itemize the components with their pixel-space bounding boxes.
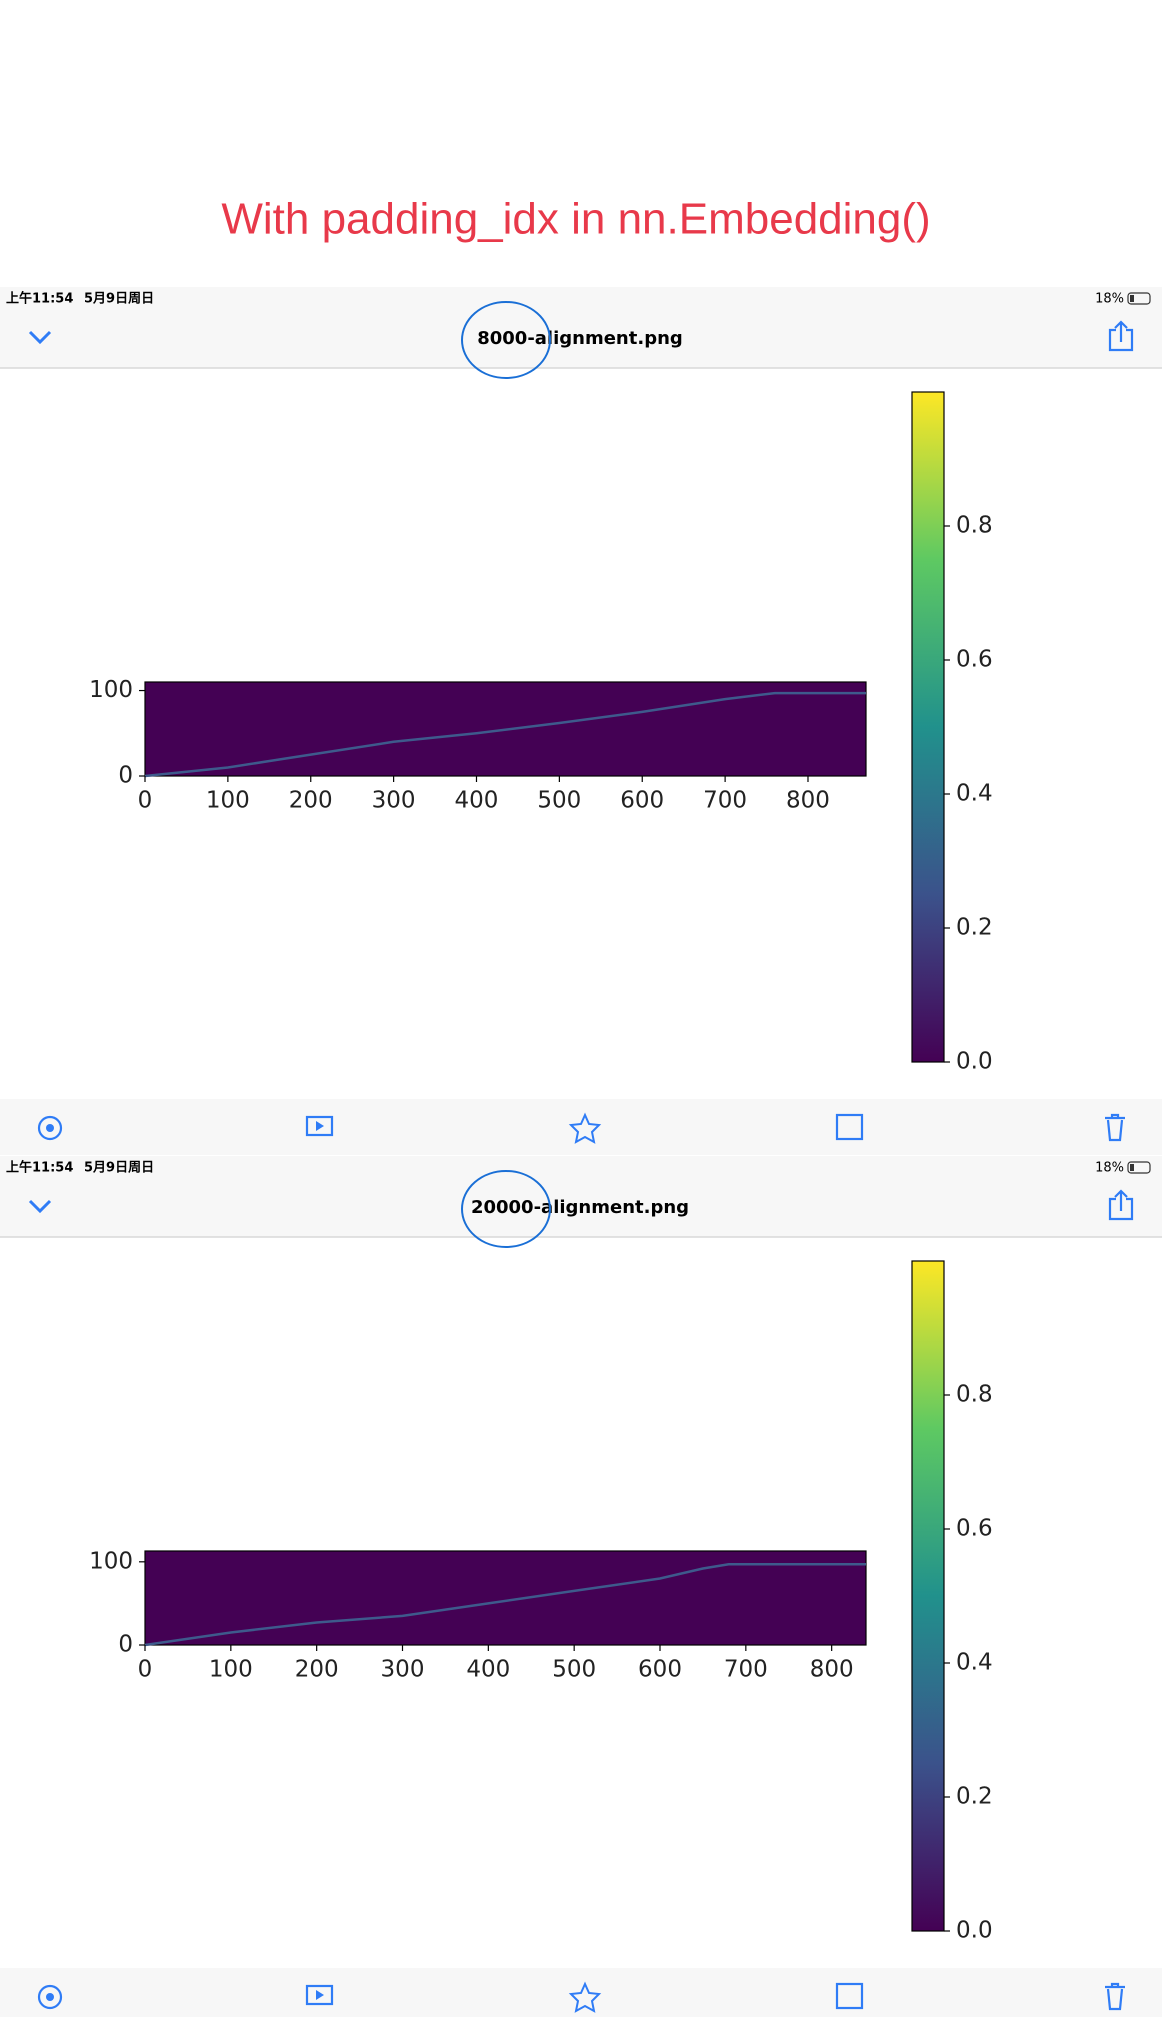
x-tick-label: 700 [703,788,747,814]
annotation-circle [461,301,551,379]
y-tick-label: 100 [89,677,133,703]
save-button[interactable] [835,1113,864,1141]
file-name: 20000-alignment.png [471,1197,689,1218]
slideshow-play [316,1990,324,2000]
alignment-line [144,1563,866,1647]
colorbar-tick-label: 0.6 [956,647,993,673]
share-icon[interactable] [1108,320,1134,352]
x-tick-label: 600 [620,788,664,814]
toolbar [0,1099,1162,1155]
slideshow-button[interactable] [305,1984,334,2006]
y-tick-label: 0 [118,763,133,789]
battery-level [1130,1164,1134,1171]
colorbar-tick-label: 0.6 [956,1516,993,1542]
favorite-button[interactable] [568,1981,602,2013]
status-date: 5月9日周日 [84,1161,154,1176]
back-chevron[interactable] [28,1199,52,1214]
y-tick-label: 100 [89,1548,133,1574]
colorbar [911,1260,945,1932]
colorbar-tick-label: 0.4 [956,781,993,807]
delete-button[interactable] [1105,1982,1125,2011]
share-icon[interactable] [1108,1189,1134,1221]
colorbar [911,391,945,1063]
x-tick-label: 400 [466,1657,510,1683]
delete-button[interactable] [1105,1113,1125,1142]
nav-background [0,1156,1162,1237]
annotation-circle [461,1170,551,1248]
favorite-button[interactable] [568,1112,602,1144]
colorbar-tick-label: 0.2 [956,915,993,941]
status-time: 上午11:54 [6,291,73,307]
slideshow-button[interactable] [305,1115,334,1137]
colorbar-tick-label: 0.8 [956,513,993,539]
save-button[interactable] [835,1982,864,2010]
x-tick-label: 100 [206,788,250,814]
colorbar-tick-label: 0.0 [956,1918,993,1944]
status-time: 上午11:54 [6,1160,73,1176]
status-date: 5月9日周日 [84,292,154,307]
x-tick-label: 100 [209,1657,253,1683]
status-battery: 18% [1095,292,1124,307]
colorbar-tick-label: 0.8 [956,1382,993,1408]
battery-icon [1127,292,1151,305]
x-tick-label: 800 [786,788,830,814]
airplay-button[interactable] [37,1984,63,2010]
battery-icon [1127,1161,1151,1174]
x-tick-label: 600 [638,1657,682,1683]
airplay-button[interactable] [37,1115,63,1141]
y-tick-label: 0 [118,1632,133,1658]
x-tick-label: 200 [289,788,333,814]
x-tick-label: 0 [138,788,153,814]
back-chevron[interactable] [28,330,52,345]
x-tick-label: 800 [810,1657,854,1683]
airplay-dot [46,1124,54,1132]
x-tick-label: 400 [455,788,499,814]
x-tick-label: 300 [381,1657,425,1683]
file-name: 8000-alignment.png [477,328,683,349]
airplay-dot [46,1993,54,2001]
page-title: With padding_idx in nn.Embedding() [221,195,930,244]
nav-background [0,287,1162,368]
x-tick-label: 700 [724,1657,768,1683]
x-tick-label: 300 [372,788,416,814]
battery-level [1130,295,1134,302]
alignment-line [144,691,866,778]
x-tick-label: 200 [295,1657,339,1683]
colorbar-tick-label: 0.0 [956,1049,993,1075]
x-tick-label: 0 [138,1657,153,1683]
x-tick-label: 500 [537,788,581,814]
slideshow-play [316,1121,324,1131]
colorbar-tick-label: 0.4 [956,1650,993,1676]
status-battery: 18% [1095,1161,1124,1176]
x-tick-label: 500 [552,1657,596,1683]
colorbar-tick-label: 0.2 [956,1784,993,1810]
